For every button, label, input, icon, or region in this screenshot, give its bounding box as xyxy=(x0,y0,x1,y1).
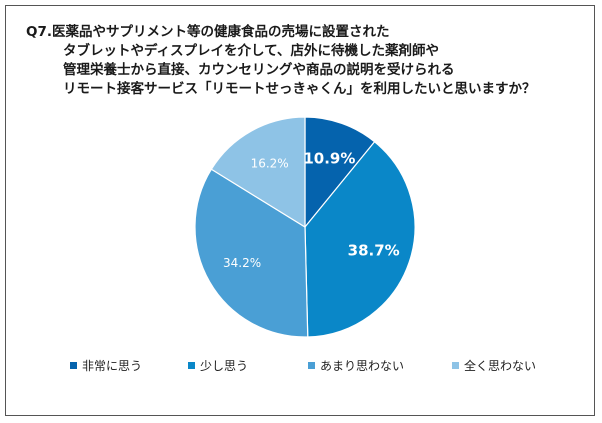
legend-swatch-very-much xyxy=(70,362,77,369)
legend-swatch-not-at-all xyxy=(452,362,459,369)
pie-slice-very-much xyxy=(304,116,376,229)
legend-swatch-somewhat xyxy=(188,362,195,369)
pie-slice-not-much xyxy=(194,168,309,338)
pie-slice-somewhat xyxy=(304,140,416,338)
legend-item-somewhat: 少し思う xyxy=(188,357,308,374)
legend-item-not-at-all: 全く思わない xyxy=(452,357,562,374)
title-line-3: 管理栄養士から直接、カウンセリングや商品の説明を受けられる xyxy=(63,62,455,78)
legend-item-very-much: 非常に思う xyxy=(70,357,188,374)
legend-label-very-much: 非常に思う xyxy=(82,359,143,373)
data-label-not-much: 34.2% xyxy=(223,256,261,270)
chart-frame: Q7.医薬品やサプリメント等の健康食品の売場に設置された タブレットやディスプレ… xyxy=(5,5,595,416)
chart-title: Q7.医薬品やサプリメント等の健康食品の売場に設置された タブレットやディスプレ… xyxy=(26,23,596,99)
legend-label-not-much: あまり思わない xyxy=(320,359,405,373)
data-label-not-at-all: 16.2% xyxy=(251,157,289,171)
pie-slice-not-at-all xyxy=(210,116,306,229)
title-line-4: リモート接客サービス「リモートせっきゃくん」を利用したいと思いますか？ xyxy=(63,81,536,97)
legend-label-somewhat: 少し思う xyxy=(200,359,249,373)
legend-swatch-not-much xyxy=(308,362,315,369)
title-line-1: Q7.医薬品やサプリメント等の健康食品の売場に設置された xyxy=(26,24,390,40)
title-line-2: タブレットやディスプレイを介して、店外に待機した薬剤師や xyxy=(63,43,439,59)
legend-label-not-at-all: 全く思わない xyxy=(464,359,537,373)
chart-legend: 非常に思う 少し思う あまり思わない 全く思わない xyxy=(70,357,562,374)
data-label-somewhat: 38.7% xyxy=(348,242,400,260)
data-label-very-much: 10.9% xyxy=(303,150,355,168)
legend-item-not-much: あまり思わない xyxy=(308,357,452,374)
